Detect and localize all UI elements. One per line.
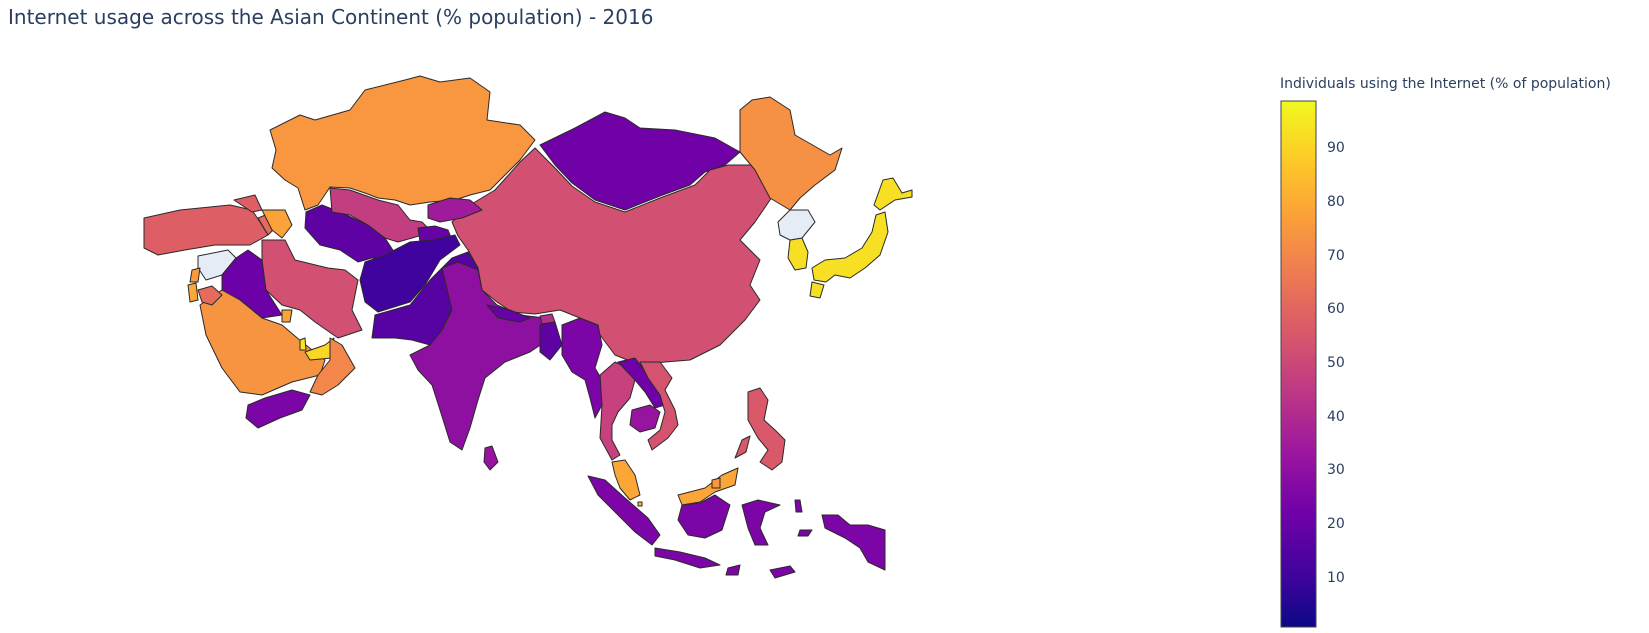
region-turkey[interactable] — [143, 204, 269, 256]
region-nepal[interactable] — [486, 304, 531, 323]
region-mongolia[interactable] — [539, 111, 741, 211]
colorbar-tick-label: 40 — [1327, 408, 1345, 425]
colorbar — [1280, 100, 1317, 628]
region-lebanon[interactable] — [189, 267, 201, 283]
region-philippines[interactable] — [734, 387, 786, 471]
colorbar-tick-label: 30 — [1327, 462, 1345, 479]
colorbar-tick-label: 10 — [1327, 569, 1345, 586]
region-indonesia[interactable] — [587, 475, 886, 579]
region-cambodia[interactable] — [629, 404, 661, 433]
colorbar-tick-label: 90 — [1327, 140, 1345, 157]
region-sri-lanka[interactable] — [483, 445, 499, 471]
colorbar-gradient — [1280, 100, 1317, 628]
chart-title: Internet usage across the Asian Continen… — [8, 5, 654, 29]
region-kazakhstan[interactable] — [269, 75, 536, 211]
region-oman[interactable] — [309, 337, 356, 396]
colorbar-tick-label: 80 — [1327, 193, 1345, 210]
region-iran[interactable] — [261, 239, 363, 339]
region-jordan[interactable] — [197, 285, 223, 306]
region-saudi-arabia[interactable] — [199, 289, 326, 396]
region-afghanistan[interactable] — [359, 234, 461, 313]
region-yemen[interactable] — [245, 389, 311, 429]
region-south-korea[interactable] — [787, 237, 809, 271]
region-kyrgyzstan[interactable] — [427, 197, 483, 223]
colorbar-tick-label: 20 — [1327, 516, 1345, 533]
region-india[interactable] — [409, 261, 549, 451]
region-brunei[interactable] — [711, 477, 721, 489]
colorbar-tick-label: 60 — [1327, 301, 1345, 318]
colorbar-tick-label: 70 — [1327, 247, 1345, 264]
region-myanmar[interactable] — [561, 317, 606, 419]
region-north-korea[interactable] — [777, 209, 816, 241]
region-azerbaijan[interactable] — [261, 209, 293, 239]
colorbar-title: Individuals using the Internet (% of pop… — [1280, 76, 1611, 92]
region-japan[interactable] — [809, 177, 913, 299]
region-singapore[interactable] — [637, 501, 643, 507]
colorbar-tick-label: 50 — [1327, 355, 1345, 371]
region-bangladesh[interactable] — [539, 321, 563, 361]
region-qatar[interactable] — [299, 337, 307, 351]
region-thailand[interactable] — [599, 361, 636, 461]
region-kuwait[interactable] — [281, 309, 293, 323]
region-vietnam[interactable] — [639, 361, 679, 451]
region-israel[interactable] — [187, 282, 199, 303]
region-russia-far-east[interactable] — [739, 96, 843, 211]
